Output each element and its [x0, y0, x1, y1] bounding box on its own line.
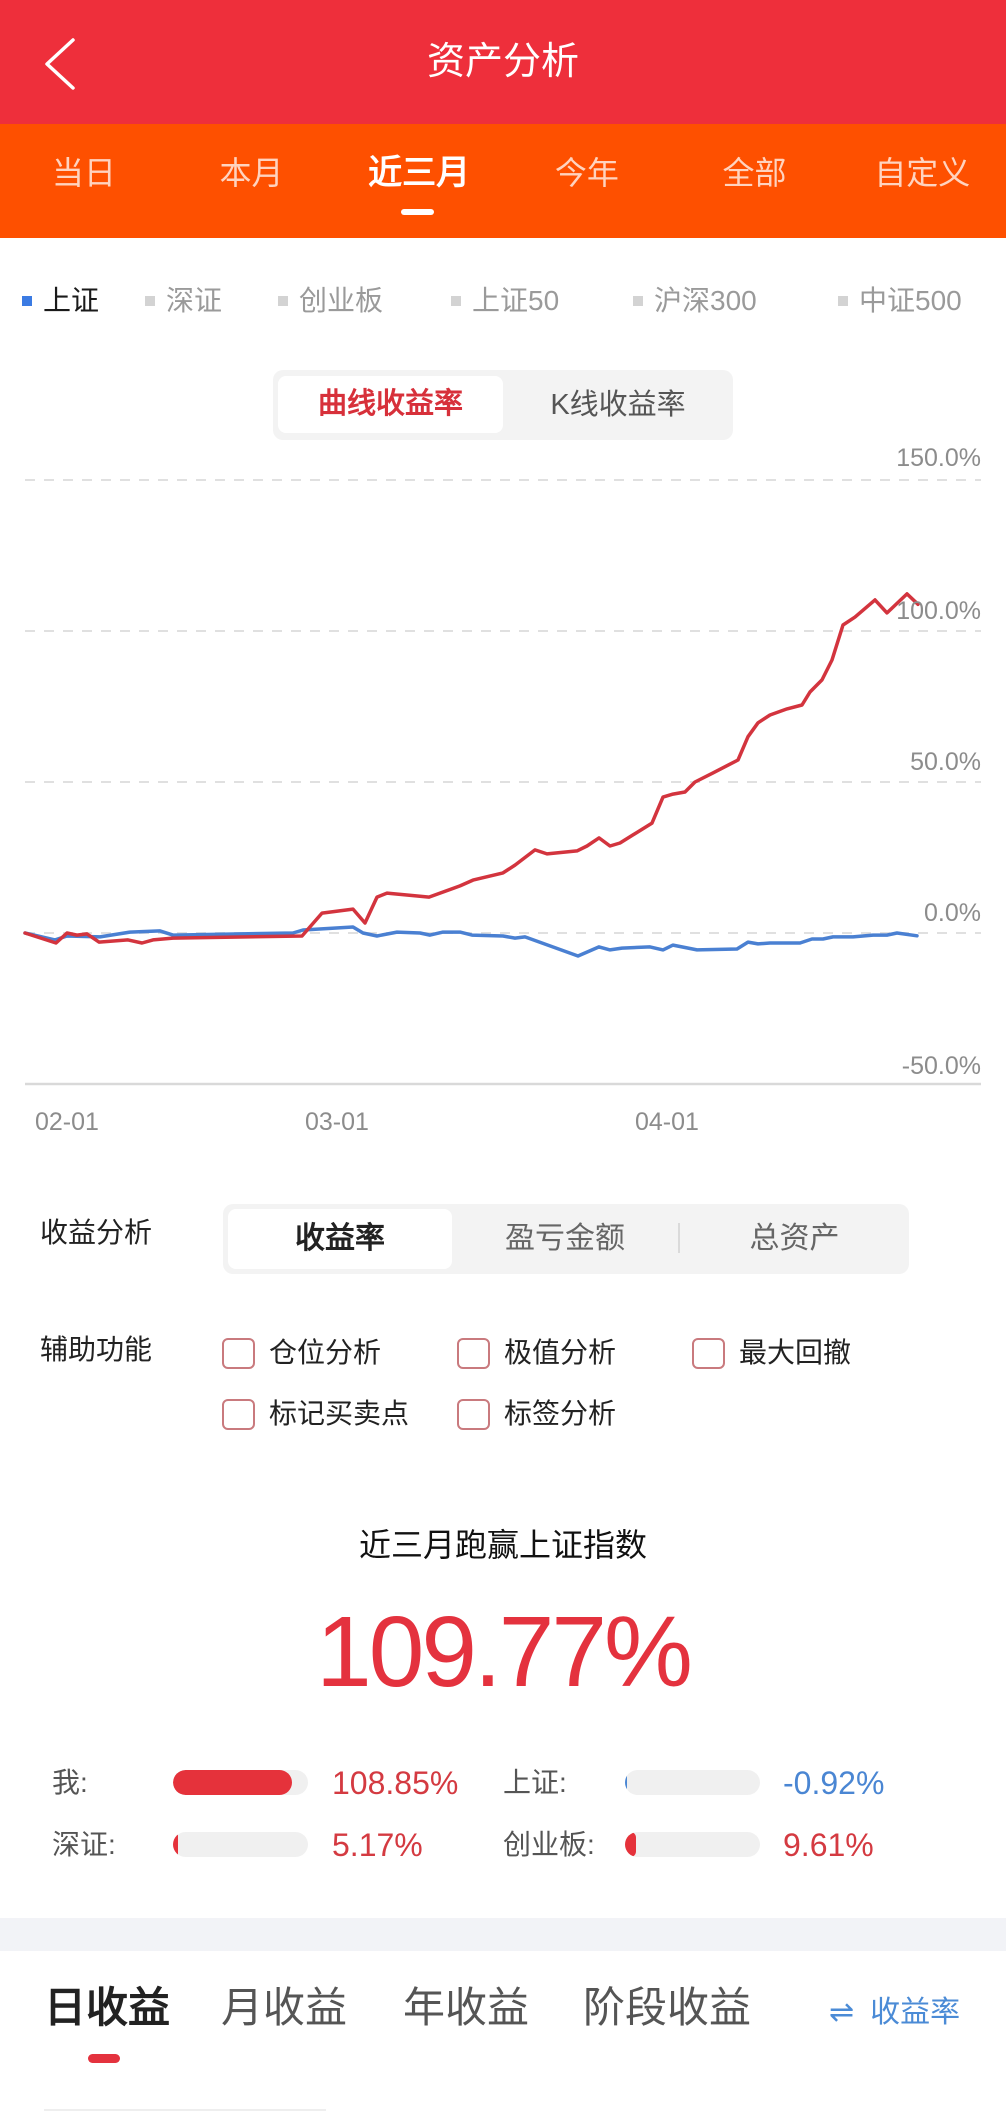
tab-yearly-return[interactable]: 年收益: [403, 1984, 530, 2031]
series-line: [23, 592, 920, 945]
checkbox-max-drawdown[interactable]: 最大回撤: [692, 1336, 851, 1370]
checkbox-label: 仓位分析: [269, 1337, 382, 1368]
compare-value-me: 108.85%: [332, 1765, 459, 1801]
compare-label-chinext: 创业板:: [503, 1829, 595, 1860]
tab-daily-return[interactable]: 日收益: [44, 1984, 171, 2031]
checkbox-tag-analysis[interactable]: 标签分析: [457, 1397, 616, 1431]
segment-return-rate[interactable]: 收益率: [228, 1209, 452, 1269]
compare-bar-fill: [173, 1770, 292, 1795]
legend-square-icon: [145, 296, 155, 306]
compare-label-shenzhen: 深证:: [52, 1829, 116, 1860]
bottom-tab-indicator: [88, 2054, 120, 2063]
toggle-kline-return[interactable]: K线收益率: [550, 389, 686, 421]
return-analysis-label: 收益分析: [40, 1217, 153, 1248]
checkbox-label: 标记买卖点: [269, 1398, 410, 1429]
legend-label: 上证: [43, 285, 100, 316]
x-axis-label: 02-01: [35, 1108, 99, 1136]
checkbox-extreme-value-analysis[interactable]: 极值分析: [457, 1336, 616, 1370]
compare-bar-fill: [173, 1832, 179, 1857]
swap-arrows-icon: ⇌: [829, 1996, 855, 2029]
legend-square-icon: [838, 296, 848, 306]
legend-label: 中证500: [859, 285, 962, 316]
legend-square-icon: [451, 296, 461, 306]
legend-square-icon: [633, 296, 643, 306]
tab-this-month[interactable]: 本月: [219, 155, 284, 191]
compare-value-shenzhen: 5.17%: [332, 1827, 423, 1863]
checkbox-label: 最大回撤: [739, 1337, 852, 1368]
x-axis-label: 03-01: [305, 1108, 369, 1136]
segment-divider: [678, 1223, 680, 1253]
legend-label: 深证: [166, 285, 223, 316]
legend-item-csi500[interactable]: 中证500: [838, 282, 962, 320]
active-tab-indicator: [401, 209, 434, 215]
checkbox-position-analysis[interactable]: 仓位分析: [222, 1336, 381, 1370]
compare-bar-fill: [625, 1770, 627, 1795]
aux-functions-label: 辅助功能: [40, 1334, 153, 1365]
summary-title: 近三月跑赢上证指数: [358, 1527, 647, 1563]
tab-monthly-return[interactable]: 月收益: [221, 1984, 348, 2031]
y-axis-label: 0.0%: [924, 899, 981, 927]
compare-label-shanghai: 上证:: [503, 1767, 567, 1798]
legend-item-shenzhen[interactable]: 深证: [145, 282, 222, 320]
checkbox-icon: [692, 1337, 725, 1369]
legend-label: 上证50: [472, 285, 560, 316]
checkbox-label: 标签分析: [504, 1398, 617, 1429]
return-analysis-segmented-control: 收益率 盈亏金额 总资产: [223, 1204, 909, 1274]
checkbox-icon: [457, 1398, 490, 1430]
legend-square-icon: [278, 296, 288, 306]
compare-bar-shanghai: [625, 1770, 760, 1795]
legend-item-csi300[interactable]: 沪深300: [633, 282, 757, 320]
chevron-left-icon: [45, 38, 75, 90]
compare-bar-chinext: [625, 1832, 760, 1857]
compare-label-me: 我:: [52, 1767, 88, 1798]
checkbox-icon: [222, 1398, 255, 1430]
compare-value-shanghai: -0.92%: [783, 1765, 885, 1801]
series-line: [23, 925, 919, 958]
y-axis-label: 150.0%: [896, 444, 981, 472]
switch-return-rate-button[interactable]: ⇌ 收益率: [829, 1993, 960, 2033]
y-axis-label: 50.0%: [910, 748, 981, 776]
segment-total-assets[interactable]: 总资产: [749, 1222, 840, 1255]
outperformance-value: 109.77%: [316, 1596, 693, 1708]
y-axis-label: 100.0%: [896, 597, 981, 625]
x-axis-label: 04-01: [635, 1108, 699, 1136]
checkbox-mark-trade-points[interactable]: 标记买卖点: [222, 1397, 409, 1431]
segment-profit-loss-amount[interactable]: 盈亏金额: [505, 1222, 625, 1255]
checkbox-icon: [222, 1337, 255, 1369]
tab-all[interactable]: 全部: [722, 155, 787, 191]
legend-label: 创业板: [299, 285, 384, 316]
compare-bar-me: [173, 1770, 308, 1795]
app-header: 资产分析: [0, 0, 1006, 124]
tab-custom[interactable]: 自定义: [874, 155, 971, 191]
compare-bar-shenzhen: [173, 1832, 308, 1857]
page-title: 资产分析: [426, 41, 579, 83]
toggle-curve-return[interactable]: 曲线收益率: [278, 376, 503, 433]
back-button[interactable]: [34, 32, 86, 96]
chart-mode-toggle: 曲线收益率 K线收益率: [273, 370, 733, 440]
legend-item-chinext[interactable]: 创业板: [278, 282, 383, 320]
section-separator: [0, 1918, 1006, 1951]
tab-period-return[interactable]: 阶段收益: [583, 1984, 752, 2031]
legend-label: 沪深300: [654, 285, 757, 316]
next-card-edge: [44, 2109, 326, 2111]
tab-this-year[interactable]: 今年: [554, 155, 619, 191]
legend-item-sse50[interactable]: 上证50: [451, 282, 559, 320]
checkbox-icon: [457, 1337, 490, 1369]
legend-square-icon: [22, 296, 32, 306]
switch-label: 收益率: [870, 1996, 961, 2029]
period-tab-bar: 当日 本月 近三月 今年 全部 自定义: [0, 124, 1006, 238]
compare-bar-fill: [625, 1832, 636, 1857]
checkbox-label: 极值分析: [504, 1337, 617, 1368]
return-line-chart[interactable]: [0, 440, 1006, 1140]
y-axis-label: -50.0%: [901, 1052, 981, 1080]
tab-last-three-months[interactable]: 近三月: [368, 154, 471, 192]
legend-item-shanghai[interactable]: 上证: [22, 282, 99, 320]
tab-today[interactable]: 当日: [51, 155, 116, 191]
compare-value-chinext: 9.61%: [783, 1827, 874, 1863]
